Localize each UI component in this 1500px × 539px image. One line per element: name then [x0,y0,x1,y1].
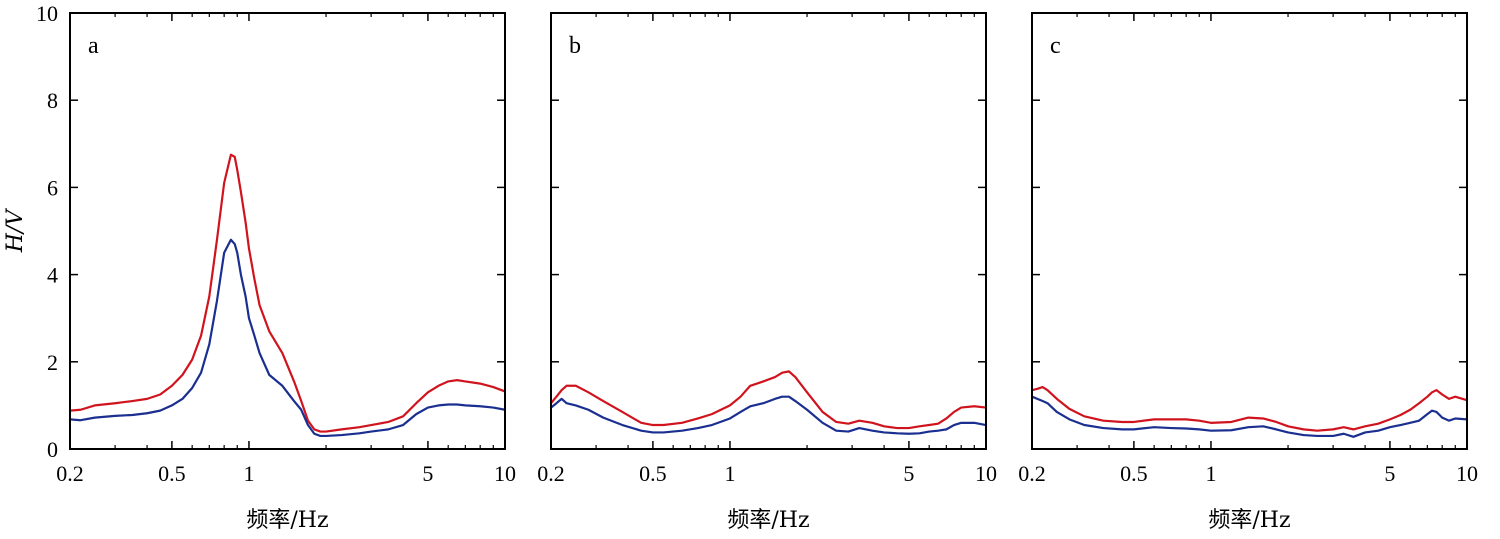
y-axis-title: H/V [3,208,28,254]
series-lower-line [549,395,988,435]
x-tick-label: 0.2 [1018,461,1046,486]
x-axis-title: 频率/Hz [246,508,328,533]
series-lower-line [68,238,507,438]
x-tick-label: 5 [422,461,433,486]
x-tick-label: 5 [1384,461,1395,486]
x-tick-label: 10 [1456,461,1478,486]
x-tick-label: 0.5 [1120,461,1148,486]
x-tick-label: 0.5 [639,461,667,486]
x-tick-label: 1 [243,461,254,486]
series-lower-line [1030,395,1469,438]
panel-label: c [1050,33,1061,59]
plot-frame [550,12,987,450]
panel-label: a [88,33,99,59]
x-tick-label: 1 [724,461,735,486]
y-tick-label: 8 [47,88,58,113]
plot-frame [69,12,506,450]
x-axis-title: 频率/Hz [727,508,809,533]
x-tick-label: 0.2 [56,461,84,486]
y-tick-label: 2 [47,350,58,375]
x-tick-label: 1 [1205,461,1216,486]
panel-b: 0.2 0.5 1 5 10 b 频率/Hz [537,12,997,533]
plot-frame [1031,12,1468,450]
y-tick-label: 6 [47,175,58,200]
panel-label: b [569,33,581,59]
x-tick-label: 0.5 [158,461,186,486]
series-upper-line [549,370,988,430]
x-tick-label: 10 [494,461,516,486]
series-upper-line [68,153,507,433]
x-tick-label: 0.2 [537,461,565,486]
panel-a: 0.2 0.5 1 5 10 0 2 4 6 8 10 a 频率/Hz [36,1,516,533]
x-tick-label: 10 [975,461,997,486]
y-tick-label: 4 [47,263,58,288]
y-tick-label: 10 [36,1,58,26]
series-upper-line [1030,385,1469,432]
x-tick-label: 5 [903,461,914,486]
x-axis-title: 频率/Hz [1208,508,1290,533]
panel-c: 0.2 0.5 1 5 10 c 频率/Hz [1018,12,1478,533]
y-tick-label: 0 [47,437,58,462]
